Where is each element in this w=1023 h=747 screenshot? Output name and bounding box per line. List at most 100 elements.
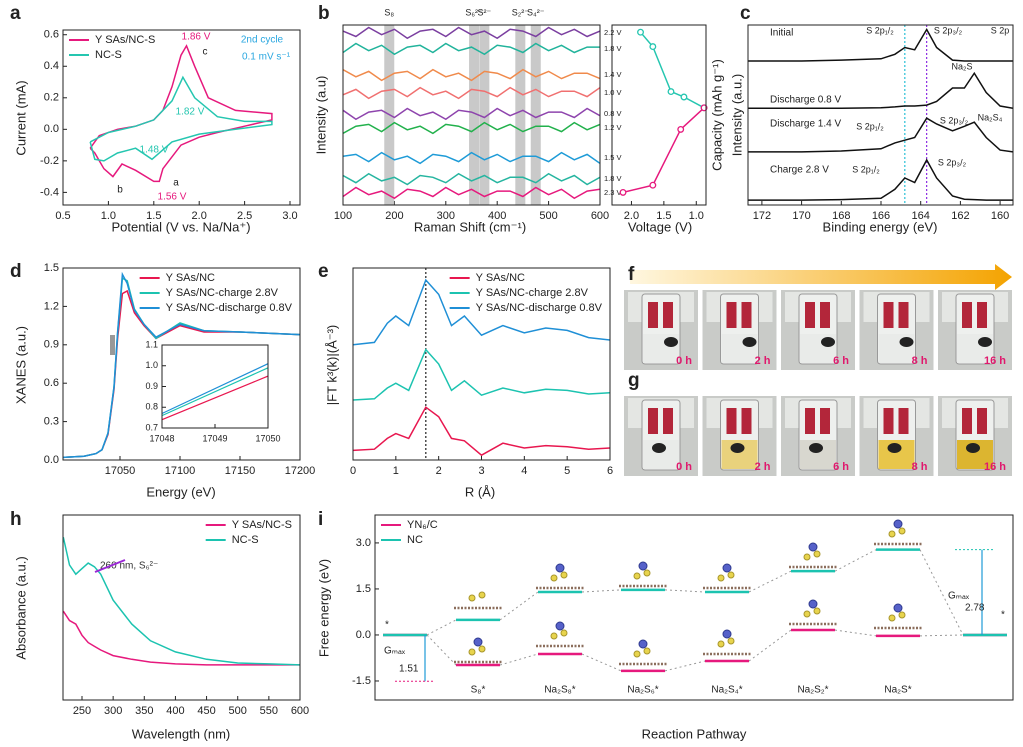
x-axis-label: Voltage (V) (628, 219, 692, 234)
legend-label: NC-S (232, 534, 259, 546)
y-tick-label: 1.5 (356, 583, 371, 595)
annotation: 2nd cycle (241, 35, 284, 46)
x-tick-label: 100 (334, 210, 352, 222)
series-label: Charge 2.8 V (770, 165, 829, 176)
x-tick-label: 300 (437, 210, 455, 222)
x-tick-label: 17049 (202, 433, 227, 443)
panel-letter: c (740, 3, 751, 24)
category-label: Na₂S₈* (544, 685, 575, 696)
x-tick-label: 172 (753, 210, 771, 222)
series-line (63, 271, 300, 459)
x-tick-label: 1 (393, 465, 399, 477)
legend: Y SAs/NC Y SAs/NC-charge 2.8V Y SAs/NC-dis… (449, 272, 603, 314)
plot-frame (352, 267, 611, 461)
atom (813, 607, 821, 615)
atom (888, 530, 896, 538)
x-tick-label: 1.5 (656, 210, 671, 222)
x-tick-label: 350 (135, 705, 153, 717)
x-tick-label: 162 (951, 210, 969, 222)
atom (717, 640, 725, 648)
x-tick-label: 17200 (285, 465, 316, 477)
x-tick-label: 1.0 (689, 210, 704, 222)
panel: 100 200 300 400 500 600 S₈ S₆²⁻S²⁻ S₂²⁻S₄²⁻ 2.2 V… (313, 3, 621, 234)
legend: Y SAs/NC-S NC-S (69, 34, 155, 61)
legend-label: NC (407, 534, 423, 546)
category-label: S₈* (471, 685, 486, 696)
cap-label (663, 302, 673, 328)
plot-frame (747, 24, 1014, 206)
category-label: Na₂S* (884, 685, 911, 696)
atom (893, 519, 903, 529)
atom (468, 648, 476, 656)
x-tick-label: 170 (792, 210, 810, 222)
atom (803, 610, 811, 618)
y-tick-label: 3.0 (356, 537, 371, 549)
series-line (748, 27, 1013, 62)
annotation: b (117, 185, 123, 196)
category-label: Na₂S₄* (711, 685, 742, 696)
atom (803, 553, 811, 561)
y-tick-label: 0.4 (44, 60, 59, 72)
y-tick-label: 0.0 (356, 629, 371, 641)
cap-label (805, 408, 815, 434)
time-label: 0 h (676, 355, 692, 367)
series-label: 1.8 V (604, 44, 622, 53)
x-tick-label: 450 (197, 705, 215, 717)
atom (898, 611, 906, 619)
legend-label: NC-S (95, 49, 122, 61)
x-tick-label: 400 (488, 210, 506, 222)
panel-letter: f (628, 264, 635, 285)
series-line (63, 610, 300, 666)
series-line (639, 31, 705, 109)
annotation: 1.48 V (140, 145, 169, 156)
band-label: S₆²⁻ (465, 7, 483, 17)
y-tick-label: 0.0 (44, 454, 59, 466)
legend: Y SAs/NC Y SAs/NC-charge 2.8V Y SAs/NC-dis… (139, 272, 293, 314)
series-label: 1.5 V (604, 153, 622, 162)
series-line (162, 375, 268, 421)
panel-letter: e (318, 261, 329, 282)
x-tick-label: 17050 (255, 433, 280, 443)
plot-frame (62, 29, 301, 206)
legend-label: Y SAs/NC-S (232, 519, 292, 531)
atom (555, 621, 565, 631)
series-line (343, 42, 600, 56)
series-line (343, 26, 600, 40)
legend-label: Y SAs/NC-charge 2.8V (166, 287, 279, 299)
series-label: 2.2 V (604, 28, 622, 37)
sample (809, 443, 823, 453)
x-tick-label: 17048 (149, 433, 174, 443)
series-line (162, 367, 268, 417)
x-tick-label: 2.0 (624, 210, 639, 222)
legend-label: Y SAs/NC-discharge 0.8V (166, 302, 293, 314)
annotation: S 2p₁/₂ (866, 25, 894, 35)
x-tick-label: 1.5 (146, 210, 161, 222)
x-tick-label: 300 (104, 705, 122, 717)
atom (638, 639, 648, 649)
sample (966, 443, 980, 453)
legend-label: Y SAs/NC (166, 272, 215, 284)
connector (748, 629, 792, 662)
series-label: Discharge 0.8 V (770, 95, 841, 106)
connector (581, 589, 622, 593)
legend-label: YN₆/C (407, 519, 438, 531)
connector (919, 549, 964, 636)
annotation: 1.86 V (182, 32, 211, 43)
panel: 0.5 1.0 1.5 2.0 2.5 3.0 -0.4 -0.2 0.0 0.2 0.4 0.6 a P… (10, 3, 301, 234)
sample (899, 337, 914, 347)
annotation: 2.78 (965, 603, 985, 614)
cap-label (805, 302, 815, 328)
annotation: 0.1 mV s⁻¹ (242, 52, 291, 63)
series-line (343, 186, 600, 200)
y-tick-label: 0.0 (44, 123, 59, 135)
zoom-marker (110, 335, 115, 355)
y-tick-label: 0.8 (145, 402, 158, 412)
band (515, 25, 526, 205)
connector (426, 634, 457, 666)
y-tick-label: 0.6 (44, 377, 59, 389)
panel-letter: h (10, 509, 22, 530)
x-tick-label: 0 (350, 465, 356, 477)
x-tick-label: 17150 (225, 465, 256, 477)
point (637, 28, 644, 36)
time-label: 0 h (676, 461, 692, 473)
